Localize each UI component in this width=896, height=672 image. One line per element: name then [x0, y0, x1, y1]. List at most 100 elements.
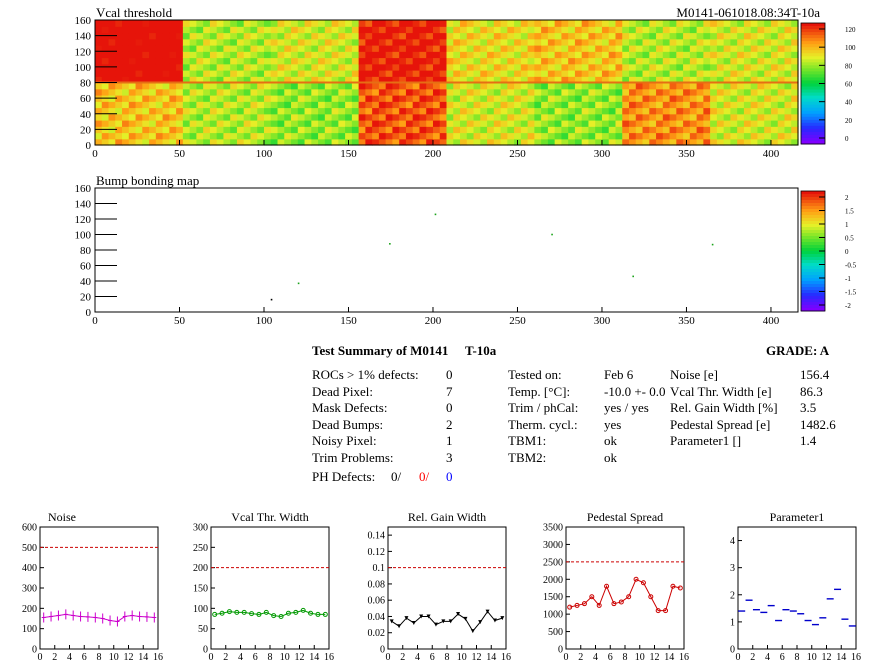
colorbar-cell — [801, 290, 825, 294]
threshold-cell — [149, 107, 157, 115]
threshold-cell — [372, 57, 380, 65]
threshold-cell — [689, 70, 698, 77]
threshold-cell — [534, 38, 542, 46]
threshold-cell — [514, 38, 522, 46]
threshold-cell — [581, 20, 590, 27]
threshold-cell — [493, 20, 502, 27]
threshold-cell — [304, 32, 312, 40]
chart-title: Noise — [48, 510, 76, 524]
threshold-cell — [784, 138, 792, 146]
y-tick-label: 100 — [75, 230, 92, 242]
threshold-cell — [770, 38, 779, 46]
threshold-cell — [480, 95, 488, 102]
threshold-cell — [743, 82, 752, 90]
threshold-cell — [311, 70, 319, 77]
threshold-cell — [250, 70, 258, 77]
x-tick-label: 0 — [736, 652, 741, 663]
threshold-cell — [351, 63, 360, 71]
threshold-cell — [716, 82, 725, 90]
threshold-cell — [507, 57, 515, 65]
y-tick-label: 0.04 — [368, 612, 386, 623]
threshold-cell — [487, 51, 495, 59]
threshold-cell — [250, 20, 258, 27]
threshold-cell — [426, 95, 434, 102]
y-tick-label: 0 — [86, 307, 92, 319]
threshold-cell — [581, 26, 590, 34]
threshold-cell — [439, 76, 448, 84]
threshold-cell — [297, 101, 306, 109]
threshold-cell — [615, 138, 623, 146]
threshold-cell — [460, 57, 468, 65]
threshold-cell — [608, 38, 617, 46]
threshold-cell — [257, 113, 265, 121]
threshold-cell — [520, 76, 529, 84]
threshold-cell — [696, 82, 704, 90]
threshold-cell — [635, 88, 644, 96]
threshold-cell — [473, 76, 481, 84]
threshold-cell — [128, 120, 137, 127]
threshold-cell — [676, 107, 684, 115]
threshold-cell — [453, 20, 461, 27]
threshold-cell — [324, 132, 333, 140]
threshold-cell — [236, 63, 245, 71]
threshold-cell — [128, 113, 137, 121]
threshold-cell — [777, 107, 786, 115]
threshold-cell — [263, 57, 272, 65]
threshold-cell — [547, 82, 556, 90]
threshold-cell — [547, 63, 556, 71]
threshold-cell — [608, 76, 617, 84]
threshold-cell — [568, 138, 576, 146]
threshold-cell — [338, 57, 346, 65]
colorbar-cell — [801, 23, 825, 27]
threshold-cell — [581, 88, 590, 96]
threshold-cell — [345, 120, 353, 127]
threshold-cell — [338, 101, 346, 109]
threshold-cell — [750, 101, 759, 109]
threshold-cell — [750, 45, 759, 52]
colorbar-cell — [801, 128, 825, 133]
threshold-cell — [791, 51, 799, 59]
threshold-cell — [250, 82, 258, 90]
y-tick-label: 120 — [75, 46, 92, 58]
threshold-cell — [115, 26, 123, 34]
threshold-cell — [527, 107, 535, 115]
threshold-cell — [338, 95, 346, 102]
threshold-cell — [473, 63, 481, 71]
threshold-cell — [581, 57, 590, 65]
threshold-cell — [743, 38, 752, 46]
x-tick-label: 4 — [765, 652, 770, 663]
threshold-cell — [392, 20, 400, 27]
threshold-cell — [791, 26, 799, 34]
threshold-cell — [128, 26, 137, 34]
threshold-cell — [669, 88, 677, 96]
threshold-cell — [236, 51, 245, 59]
threshold-cell — [493, 32, 502, 40]
threshold-cell — [466, 132, 475, 140]
threshold-cell — [432, 101, 441, 109]
threshold-cell — [581, 132, 590, 140]
threshold-cell — [372, 20, 380, 27]
threshold-cell — [676, 26, 684, 34]
threshold-cell — [108, 70, 116, 77]
threshold-cell — [128, 132, 137, 140]
threshold-cell — [216, 63, 225, 71]
threshold-cell — [324, 82, 333, 90]
threshold-cell — [743, 132, 752, 140]
threshold-cell — [669, 82, 677, 90]
threshold-cell — [345, 113, 353, 121]
threshold-cell — [595, 20, 603, 27]
data-point — [130, 610, 135, 621]
threshold-cell — [412, 51, 421, 59]
threshold-cell — [649, 26, 657, 34]
colorbar-cell — [801, 137, 825, 142]
threshold-cell — [649, 63, 657, 71]
threshold-cell — [770, 26, 779, 34]
x-tick-label: 14 — [486, 652, 496, 663]
threshold-cell — [223, 76, 231, 84]
threshold-cell — [216, 57, 225, 65]
threshold-cell — [649, 45, 657, 52]
colorbar-cell — [801, 32, 825, 36]
threshold-cell — [723, 26, 732, 34]
defect-label-trim: Trim Problems: — [312, 449, 394, 465]
